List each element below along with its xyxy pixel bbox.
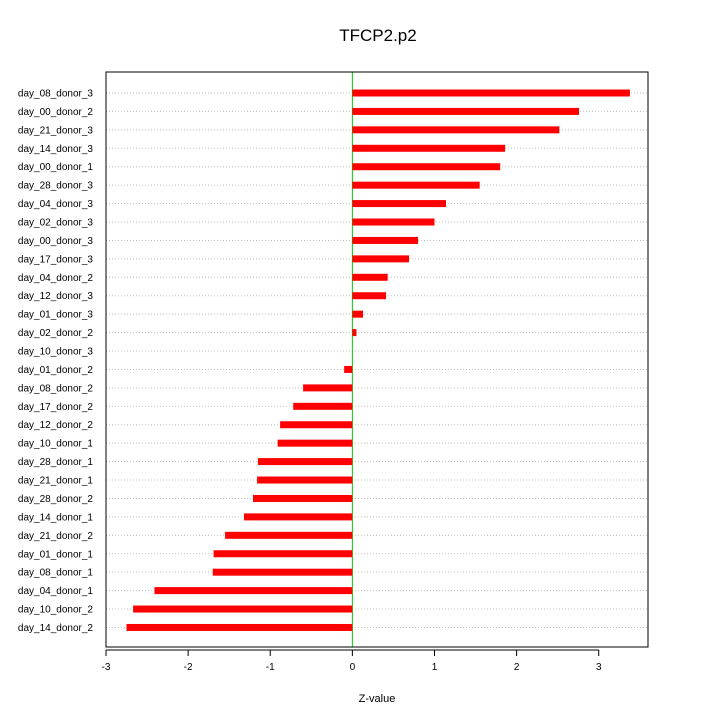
category-label: day_21_donor_2	[18, 531, 94, 542]
bar	[252, 494, 353, 502]
bar	[212, 568, 353, 576]
bar	[352, 181, 480, 189]
category-label: day_01_donor_3	[18, 310, 94, 321]
category-label: day_28_donor_1	[18, 457, 94, 468]
category-label: day_04_donor_2	[18, 273, 94, 284]
category-label: day_04_donor_1	[18, 586, 94, 597]
bar	[352, 107, 580, 115]
x-tick-label: 0	[350, 662, 356, 673]
bar	[303, 384, 353, 392]
category-label: day_08_donor_3	[18, 89, 94, 100]
bar	[225, 531, 353, 539]
bar	[352, 255, 410, 263]
category-label: day_02_donor_2	[18, 328, 94, 339]
plot-frame	[105, 71, 649, 648]
x-tick-label: -2	[184, 662, 193, 673]
category-label: day_12_donor_2	[18, 420, 94, 431]
grid-lines	[106, 92, 648, 628]
category-label: day_01_donor_2	[18, 365, 94, 376]
bar	[352, 236, 419, 244]
category-label: day_08_donor_2	[18, 383, 94, 394]
category-label: day_08_donor_1	[18, 568, 94, 579]
category-label: day_00_donor_3	[18, 236, 94, 247]
category-label: day_14_donor_3	[18, 144, 94, 155]
category-label: day_00_donor_1	[18, 162, 94, 173]
bar	[243, 513, 353, 521]
bar	[352, 273, 388, 281]
bar	[352, 310, 364, 318]
bar	[126, 623, 353, 631]
x-tick-label: 2	[514, 662, 520, 673]
category-label: day_14_donor_2	[18, 623, 94, 634]
bar	[352, 144, 506, 152]
category-label: day_28_donor_3	[18, 181, 94, 192]
bar	[352, 218, 435, 226]
category-label: day_04_donor_3	[18, 199, 94, 210]
x-axis-title: Z-value	[359, 693, 396, 705]
category-label: day_21_donor_3	[18, 125, 94, 136]
bar	[344, 365, 353, 373]
category-label: day_21_donor_1	[18, 476, 94, 487]
category-label: day_14_donor_1	[18, 512, 94, 523]
category-label: day_10_donor_3	[18, 347, 94, 358]
bar	[352, 329, 357, 337]
bar	[352, 163, 501, 171]
category-label: day_00_donor_2	[18, 107, 94, 118]
x-axis: -3 -2 -1 0 1 2 3	[102, 649, 602, 673]
category-label: day_17_donor_2	[18, 402, 94, 413]
category-label: day_28_donor_2	[18, 494, 94, 505]
category-label: day_02_donor_3	[18, 218, 94, 229]
category-label: day_10_donor_2	[18, 605, 94, 616]
x-tick-label: -3	[102, 662, 111, 673]
bar	[213, 550, 353, 558]
x-tick-label: 3	[596, 662, 602, 673]
chart-title: TFCP2.p2	[339, 26, 416, 45]
bar	[293, 402, 353, 410]
bars	[126, 89, 630, 631]
x-tick-label: 1	[432, 662, 438, 673]
bar	[352, 292, 387, 300]
bar	[257, 458, 353, 466]
bar	[352, 200, 446, 208]
bar	[352, 126, 560, 134]
category-label: day_12_donor_3	[18, 291, 94, 302]
category-label: day_10_donor_1	[18, 439, 94, 450]
bar	[277, 439, 353, 447]
bar	[257, 476, 353, 484]
category-label: day_17_donor_3	[18, 254, 94, 265]
x-tick-label: -1	[266, 662, 275, 673]
category-labels: day_08_donor_3 day_00_donor_2 day_21_donor…	[18, 89, 94, 634]
bar	[280, 421, 353, 429]
bar	[133, 605, 353, 613]
category-label: day_01_donor_1	[18, 549, 94, 560]
bar	[154, 587, 353, 595]
bar	[352, 89, 630, 97]
